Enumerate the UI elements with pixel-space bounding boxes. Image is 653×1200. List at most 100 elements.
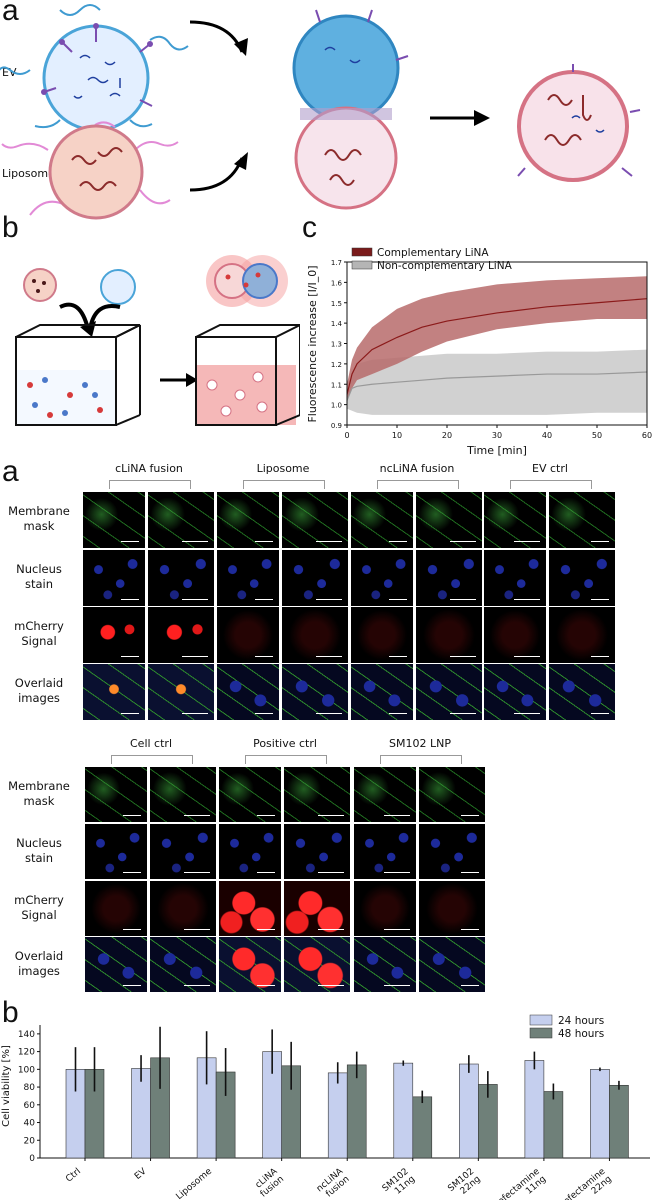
liposome-vesicle xyxy=(1,121,179,220)
bar-0 xyxy=(459,1063,479,1159)
micrograph-tile xyxy=(217,550,279,606)
scale-bar xyxy=(384,871,410,873)
series-line-0 xyxy=(346,298,648,395)
x-tick-label: 40 xyxy=(542,431,552,440)
fused-vesicle xyxy=(517,64,641,182)
micrograph-tile xyxy=(351,492,413,548)
row-label-line: Membrane xyxy=(8,504,70,518)
micrograph-tile xyxy=(351,664,413,720)
row-label: Overlaid images xyxy=(0,949,78,979)
category-label: EV xyxy=(133,1166,149,1182)
scale-bar xyxy=(461,928,479,930)
micrograph-tile xyxy=(484,607,546,663)
row-label-line: Signal xyxy=(21,634,57,648)
category-label: lipofectamine22ng xyxy=(554,1166,614,1200)
category-label: Ctrl xyxy=(64,1167,83,1185)
scale-bar xyxy=(255,540,273,542)
series-line-1 xyxy=(346,371,648,401)
row-label-line: stain xyxy=(24,851,54,865)
micrograph-tile xyxy=(484,492,546,548)
row-label-line: mask xyxy=(23,519,55,533)
scale-bar xyxy=(461,871,479,873)
scale-bar xyxy=(318,984,344,986)
category-label-line: Ctrl xyxy=(64,1167,83,1185)
row-label: Membrane mask xyxy=(0,504,78,534)
row-label: Overlaid images xyxy=(0,676,78,706)
condition-bracket xyxy=(109,480,191,489)
category-label: lipofectamine11ng xyxy=(488,1166,548,1200)
bar-1 xyxy=(346,1064,367,1159)
series-band-0 xyxy=(347,276,647,401)
scale-bar xyxy=(318,814,344,816)
x-tick-label: 0 xyxy=(344,431,349,440)
bar-0 xyxy=(590,1069,610,1159)
scale-bar xyxy=(450,655,476,657)
micrograph-tile xyxy=(416,607,482,663)
y-tick-label: 60 xyxy=(24,1101,36,1111)
y-tick-label: 1.5 xyxy=(331,300,342,308)
cuvette-schematic xyxy=(15,255,300,426)
micrograph-tile xyxy=(549,550,615,606)
micrograph-tile xyxy=(351,607,413,663)
y-tick-label: 1.6 xyxy=(331,279,343,287)
scale-bar xyxy=(514,655,540,657)
micrograph-tile xyxy=(484,664,546,720)
micrograph-tile xyxy=(148,607,214,663)
micrograph-tile xyxy=(150,937,216,992)
line-chart-ylabel: Fluorescence increase [I/I_0] xyxy=(306,265,319,422)
scale-bar xyxy=(450,712,476,714)
cell-viability-bar-chart: 0 20 40 60 80 100 120 140 Ctrl EV Liposome cLiNAfus… xyxy=(1,1014,650,1200)
legend-swatch xyxy=(351,260,373,270)
y-tick-label: 40 xyxy=(24,1119,36,1129)
row-label-line: mCherry xyxy=(14,619,64,633)
row-label-line: mCherry xyxy=(14,893,64,907)
line-chart-xlabel: Time [min] xyxy=(466,444,527,457)
category-label: ncLiNAfusion xyxy=(315,1166,352,1200)
micrograph-tile xyxy=(83,607,145,663)
scale-bar xyxy=(182,540,208,542)
scale-bar xyxy=(591,712,609,714)
micrograph-tile xyxy=(219,824,281,879)
fluorescence-line-chart: 0 10 20 30 40 50 60 0.9 1.0 1.1 1.2 1.3 1.4 1.5 1.6 1.7… xyxy=(306,247,652,457)
micrograph-tile xyxy=(549,492,615,548)
row-label-line: Overlaid xyxy=(14,949,64,963)
micrograph-tile xyxy=(150,767,216,822)
micrograph-tile xyxy=(282,664,348,720)
micrograph-tile xyxy=(549,664,615,720)
micrograph-tile xyxy=(354,881,416,936)
micrograph-tile xyxy=(83,664,145,720)
panel-c-letter: c xyxy=(302,211,317,244)
scale-bar xyxy=(121,598,139,600)
micrograph-tile xyxy=(284,767,350,822)
row-label-line: images xyxy=(18,964,60,978)
row-label: mCherry Signal xyxy=(0,893,78,923)
row-label: Nucleus stain xyxy=(0,562,78,592)
condition-header: cLiNA fusion xyxy=(115,462,183,475)
scale-bar xyxy=(123,984,141,986)
scale-bar xyxy=(461,984,479,986)
micrograph-tile xyxy=(83,492,145,548)
scale-bar xyxy=(255,712,273,714)
condition-bracket xyxy=(245,755,327,764)
bar-0 xyxy=(393,1062,414,1159)
arrow-liposome-icon xyxy=(189,157,244,192)
bar-1 xyxy=(609,1084,629,1159)
micrograph-tile xyxy=(284,937,350,992)
scale-bar xyxy=(182,712,208,714)
category-label: SM10211ng xyxy=(381,1167,417,1200)
scale-bar xyxy=(316,540,342,542)
y-tick-label: 100 xyxy=(18,1065,35,1075)
micrograph-tile xyxy=(148,492,214,548)
micrograph-tile xyxy=(217,492,279,548)
micrograph-tile xyxy=(219,767,281,822)
legend-label: Non-complementary LiNA xyxy=(377,260,513,272)
category-label: SM10222ng xyxy=(446,1167,482,1200)
row-label: Nucleus stain xyxy=(0,836,78,866)
y-tick-label: 1.4 xyxy=(331,320,343,328)
condition-bracket xyxy=(380,755,462,764)
scale-bar xyxy=(389,655,407,657)
y-tick-label: 1.2 xyxy=(331,361,342,369)
scale-bar xyxy=(316,712,342,714)
row-label-line: Signal xyxy=(21,908,57,922)
scale-bar xyxy=(121,540,139,542)
